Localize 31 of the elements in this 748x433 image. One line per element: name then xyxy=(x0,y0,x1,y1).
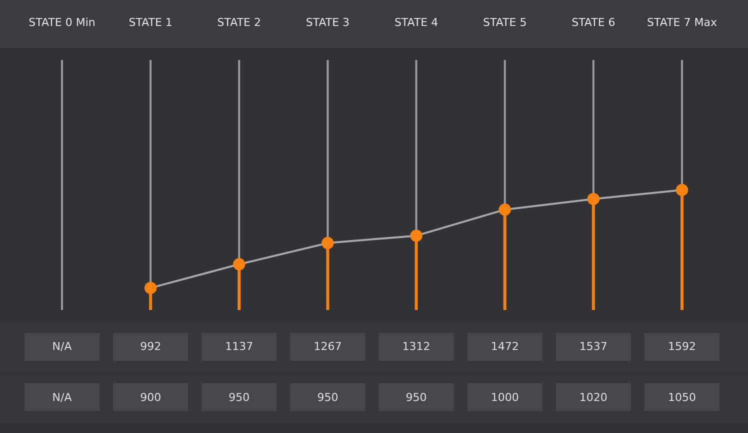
point xyxy=(144,282,157,294)
x-tick-label: STATE 7 Max xyxy=(647,16,718,29)
point xyxy=(410,230,422,242)
text: 950 xyxy=(406,391,427,404)
x-tick-label: STATE 4 xyxy=(394,16,438,29)
data-label: 1472 xyxy=(490,340,519,353)
x-tick-label: STATE 5 xyxy=(483,16,527,29)
point xyxy=(676,184,688,196)
x-tick-label: STATE 3 xyxy=(306,16,350,29)
data-label: 1137 xyxy=(225,340,254,353)
x-tick-label: STATE 0 Min xyxy=(28,16,96,29)
x-tick-label: STATE 6 xyxy=(572,16,616,29)
data-label: 1537 xyxy=(579,340,608,353)
data-label: 1592 xyxy=(668,340,696,353)
text: N/A xyxy=(52,391,72,404)
point xyxy=(233,258,246,270)
point xyxy=(498,203,511,216)
text: 1000 xyxy=(490,391,519,404)
point xyxy=(587,192,600,206)
text: 1020 xyxy=(579,391,608,404)
x-tick-label: STATE 1 xyxy=(128,16,172,29)
text: 1050 xyxy=(668,391,696,404)
text: N/A xyxy=(52,340,72,353)
data-label: 1267 xyxy=(314,340,342,353)
text: 950 xyxy=(317,391,338,404)
text: 900 xyxy=(140,391,162,404)
data-label: 992 xyxy=(140,340,162,353)
text: 950 xyxy=(228,391,250,404)
data-label: 1312 xyxy=(402,340,430,353)
x-tick-label: STATE 2 xyxy=(217,16,261,29)
point xyxy=(322,236,334,250)
